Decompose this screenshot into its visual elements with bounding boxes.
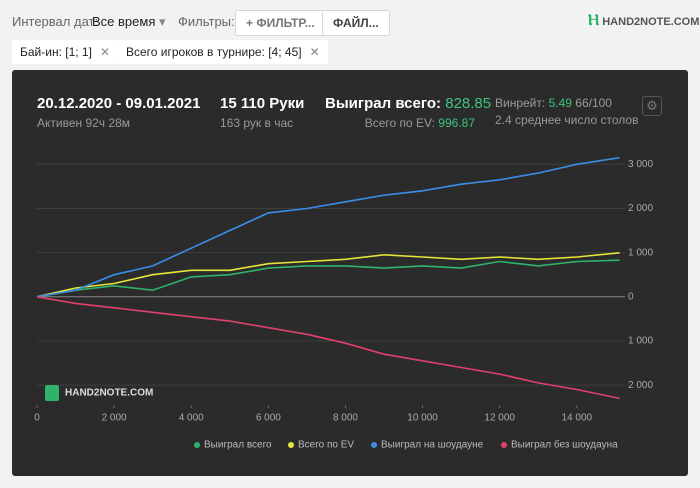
series-line [36, 296, 620, 400]
x-tick-label: 14 000 [562, 413, 593, 424]
series-line [36, 259, 620, 298]
x-tick-label: 10 000 [407, 413, 438, 424]
won-value: 828.85 [445, 95, 492, 112]
legend-label: Выиграл всего [204, 440, 272, 451]
ev-label: Всего по EV: [364, 116, 435, 130]
winrate: Винрейт: 5.49 66/100 [495, 96, 612, 110]
x-tick-label: 2 000 [102, 413, 127, 424]
y-tick-label: 1 000 [628, 247, 653, 258]
filter-tag[interactable]: Бай-ин: [1; 1] ✕ [12, 40, 118, 64]
x-tick-label: 4 000 [179, 413, 204, 424]
won-label: Выиграл всего: [325, 95, 442, 112]
filters-label: Фильтры: [178, 14, 235, 29]
active-time: Активен 92ч 28м [37, 116, 130, 130]
won-total: Выиграл всего: 828.85 [325, 95, 491, 112]
x-tick-label: 0 [34, 413, 40, 424]
winrate-unit: 66/100 [575, 96, 612, 110]
filter-button-text: ФИЛЬТР... [256, 16, 315, 30]
hands-per-hour: 163 рук в час [220, 116, 294, 130]
y-tick-label: 3 000 [628, 159, 653, 170]
legend-label: Выиграл без шоудауна [511, 439, 618, 451]
date-select[interactable]: Все время ▾ [92, 14, 166, 29]
logo: Ⲏ HAND2NOTE.COM [588, 12, 700, 29]
date-label: Интервал дат: [12, 14, 99, 29]
tag-text: Всего игроков в турнире: [4; 45] [126, 45, 302, 59]
legend-marker [194, 442, 200, 448]
ev-total: Всего по EV: 996.87 [365, 116, 475, 130]
logo-text: HAND2NOTE.COM [602, 16, 700, 28]
y-tick-label: 1 000 [628, 336, 653, 347]
winrate-label: Винрейт: [495, 96, 546, 110]
chart-panel: 20.12.2020 - 09.01.2021 Активен 92ч 28м … [12, 70, 688, 476]
legend-marker [501, 442, 507, 448]
x-tick-label: 8 000 [333, 413, 358, 424]
tag-text: Бай-ин: [1; 1] [20, 45, 92, 59]
legend-label: Выиграл на шоудауне [381, 440, 484, 451]
x-tick-label: 6 000 [256, 413, 281, 424]
y-tick-label: 0 [628, 291, 634, 302]
filter-button[interactable]: + ФИЛЬТР... [235, 10, 326, 36]
date-value: Все время [92, 14, 156, 29]
y-tick-label: 2 000 [628, 203, 653, 214]
chart: 2 000 1 000 0 1 000 2 000 3 000 0 2 000 4 000 6 0… [34, 156, 653, 451]
period: 20.12.2020 - 09.01.2021 [37, 95, 201, 112]
tables: 2.4 среднее число столов [495, 113, 639, 127]
legend-label: Всего по EV [298, 440, 354, 451]
legend-marker [371, 442, 377, 448]
settings-button[interactable]: ⚙ [642, 96, 662, 116]
winrate-value: 5.49 [548, 96, 572, 110]
series-line [36, 252, 620, 298]
y-tick-label: 2 000 [628, 380, 653, 391]
legend-marker [288, 442, 294, 448]
series-line [36, 156, 620, 298]
watermark-icon [45, 385, 59, 401]
x-tick-label: 12 000 [484, 413, 515, 424]
ev-value: 996.87 [438, 116, 475, 130]
watermark-text: HAND2NOTE.COM [65, 388, 153, 399]
filter-tag[interactable]: Всего игроков в турнире: [4; 45] ✕ [118, 40, 328, 64]
file-button[interactable]: ФАЙЛ... [322, 10, 390, 36]
watermark: HAND2NOTE.COM [45, 385, 153, 401]
hands: 15 110 Руки [220, 95, 305, 112]
